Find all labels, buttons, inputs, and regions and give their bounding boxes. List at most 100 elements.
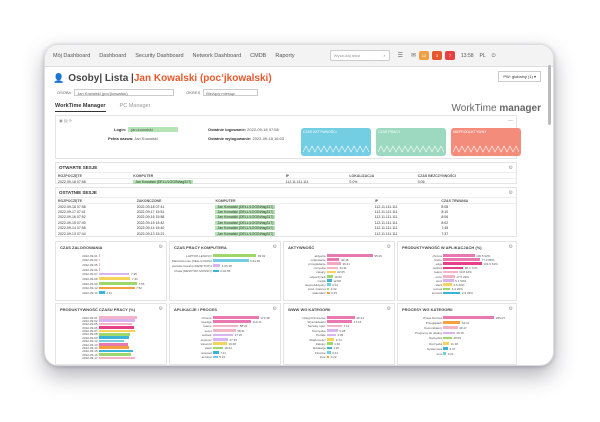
chart-bar[interactable] bbox=[326, 351, 331, 354]
nav-network-dashboard[interactable]: Network Dashboard bbox=[192, 52, 242, 59]
settings-icon[interactable]: ⚙ bbox=[386, 244, 391, 250]
chart-bar[interactable] bbox=[212, 346, 223, 350]
chart-bar[interactable] bbox=[443, 279, 454, 282]
info-toolbar-icon[interactable]: ▣ ▤ ⟳ bbox=[59, 118, 73, 123]
breadcrumb-list[interactable]: | Lista | bbox=[99, 73, 134, 84]
chart-bar[interactable] bbox=[98, 263, 100, 266]
chart-bar[interactable] bbox=[212, 320, 252, 323]
column-header[interactable]: IP bbox=[283, 173, 348, 179]
chart-bar[interactable] bbox=[98, 291, 105, 294]
chart-bar[interactable] bbox=[443, 342, 450, 345]
chart-bar[interactable] bbox=[212, 355, 218, 359]
settings-icon[interactable]: ⚙ bbox=[508, 165, 513, 171]
alert-badge-orange[interactable]: 3 bbox=[432, 51, 443, 60]
settings-icon[interactable]: ⚙ bbox=[386, 306, 391, 312]
person-select[interactable]: Jan Kowalski (pocʼjkowalski) bbox=[74, 89, 175, 96]
nav-dashboard[interactable]: Dashboard bbox=[99, 52, 127, 59]
column-header[interactable]: LOKALIZACJA bbox=[347, 173, 416, 179]
chart-bar[interactable] bbox=[98, 326, 134, 329]
table-row[interactable]: 2022-09-14 07:55 2022-09-14 15:40 Jan Kowa… bbox=[56, 226, 516, 232]
period-select[interactable]: Bieżący miesiąc bbox=[203, 89, 259, 96]
nav-security-dashboard[interactable]: Security Dashboard bbox=[135, 52, 184, 59]
chart-bar[interactable] bbox=[98, 356, 135, 360]
chart-bar[interactable] bbox=[443, 347, 448, 350]
chart-bar[interactable] bbox=[443, 283, 452, 286]
table-row[interactable]: 2022-09-18 07:58 2022-09-18 07:41 Jan Kowa… bbox=[56, 204, 516, 210]
chart-bar[interactable] bbox=[212, 342, 227, 345]
column-header[interactable]: CZAS BEZCZYNNOŚCI bbox=[415, 173, 516, 179]
alert-badge-warning[interactable]: 12 bbox=[419, 51, 430, 60]
chart-bar[interactable] bbox=[326, 287, 330, 291]
tab-pc-manager[interactable]: PC Manager bbox=[119, 103, 151, 109]
settings-icon[interactable]: ⚙ bbox=[272, 244, 277, 250]
scope-dropdown[interactable]: PW: globalny (1) ▾ bbox=[498, 71, 541, 82]
chart-bar[interactable] bbox=[212, 254, 257, 257]
column-header[interactable]: ROZPOCZĘTE bbox=[56, 198, 135, 204]
chart-bar[interactable] bbox=[443, 336, 452, 340]
list-icon[interactable]: ☰ bbox=[397, 53, 403, 59]
chart-bar[interactable] bbox=[98, 349, 133, 353]
chart-bar[interactable] bbox=[326, 254, 373, 257]
column-header[interactable]: ROZPOCZĘTE bbox=[56, 173, 132, 179]
settings-icon[interactable]: ⚙ bbox=[158, 244, 163, 250]
chart-bar[interactable] bbox=[212, 333, 234, 337]
chart-bar[interactable] bbox=[443, 262, 482, 265]
chart-bar[interactable] bbox=[326, 270, 336, 274]
chart-bar[interactable] bbox=[98, 346, 130, 350]
chart-bar[interactable] bbox=[98, 254, 100, 257]
chart-bar[interactable] bbox=[443, 331, 455, 335]
chart-bar[interactable] bbox=[326, 333, 336, 337]
chart-bar[interactable] bbox=[326, 329, 338, 332]
chart-bar[interactable] bbox=[98, 336, 130, 339]
chart-bar[interactable] bbox=[326, 266, 338, 270]
chart-bar[interactable] bbox=[326, 320, 353, 323]
chart-bar[interactable] bbox=[98, 316, 138, 319]
chart-bar[interactable] bbox=[98, 353, 132, 356]
chart-bar[interactable] bbox=[212, 351, 219, 354]
chart-bar[interactable] bbox=[326, 275, 333, 278]
chart-bar[interactable] bbox=[98, 272, 130, 276]
column-header[interactable]: ZAKOŃCZONE bbox=[134, 198, 214, 204]
chart-bar[interactable] bbox=[326, 342, 333, 345]
nav-reports[interactable]: Raporty bbox=[275, 52, 295, 59]
chart-bar[interactable] bbox=[98, 329, 135, 333]
table-row[interactable]: 2022-09-13 07:44 2022-09-13 15:21 Jan Kowa… bbox=[56, 231, 516, 237]
chart-bar[interactable] bbox=[212, 269, 219, 273]
chart-bar[interactable] bbox=[98, 268, 100, 271]
chart-bar[interactable] bbox=[443, 326, 458, 329]
chart-bar[interactable] bbox=[326, 346, 332, 350]
chart-bar[interactable] bbox=[443, 287, 451, 291]
search-input[interactable]: Wyszukaj tekst ⌕ bbox=[329, 50, 390, 61]
chart-bar[interactable] bbox=[98, 286, 135, 290]
column-header[interactable]: KOMPUTER bbox=[213, 198, 373, 204]
language-switch[interactable]: PL bbox=[479, 52, 486, 59]
chart-bar[interactable] bbox=[98, 277, 131, 280]
chart-bar[interactable] bbox=[98, 339, 125, 343]
chart-bar[interactable] bbox=[443, 316, 495, 319]
unproductive-card[interactable]: NIEPRODUKTYWNY bbox=[451, 128, 521, 156]
chart-bar[interactable] bbox=[212, 338, 228, 341]
chart-bar[interactable] bbox=[326, 283, 331, 286]
column-header[interactable]: KOMPUTER bbox=[131, 173, 284, 179]
table-row[interactable]: 2022-09-17 07:41 2022-09-17 15:51 Jan Kowa… bbox=[56, 209, 516, 215]
chart-bar[interactable] bbox=[98, 319, 135, 322]
tab-worktime-manager[interactable]: WorkTime Manager bbox=[55, 103, 106, 112]
chart-bar[interactable] bbox=[443, 321, 461, 324]
activity-time-card[interactable]: CZAS AKTYWNOŚCI bbox=[301, 128, 371, 156]
table-row[interactable]: 2022-09-18 07:58 Jan Kowalski (DELL/LOGIN… bbox=[56, 179, 516, 185]
settings-icon[interactable]: ⚙ bbox=[508, 306, 513, 312]
chart-bar[interactable] bbox=[443, 258, 481, 261]
chart-bar[interactable] bbox=[443, 352, 447, 355]
collapse-icon[interactable]: — bbox=[508, 118, 513, 124]
table-row[interactable]: 2022-09-15 07:40 2022-09-15 15:42 Jan Kowa… bbox=[56, 220, 516, 226]
chart-bar[interactable] bbox=[326, 316, 355, 319]
chart-bar[interactable] bbox=[443, 254, 475, 257]
table-row[interactable]: 2022-09-16 07:52 2022-09-16 15:58 Jan Kowa… bbox=[56, 215, 516, 221]
chart-bar[interactable] bbox=[98, 322, 132, 326]
chart-bar[interactable] bbox=[98, 258, 100, 262]
chart-bar[interactable] bbox=[98, 343, 129, 346]
chart-bar[interactable] bbox=[326, 324, 342, 328]
chart-bar[interactable] bbox=[212, 264, 221, 267]
work-time-card[interactable]: CZAS PRACY bbox=[376, 128, 446, 156]
nav-my-dashboard[interactable]: Mój Dashboard bbox=[53, 52, 91, 59]
